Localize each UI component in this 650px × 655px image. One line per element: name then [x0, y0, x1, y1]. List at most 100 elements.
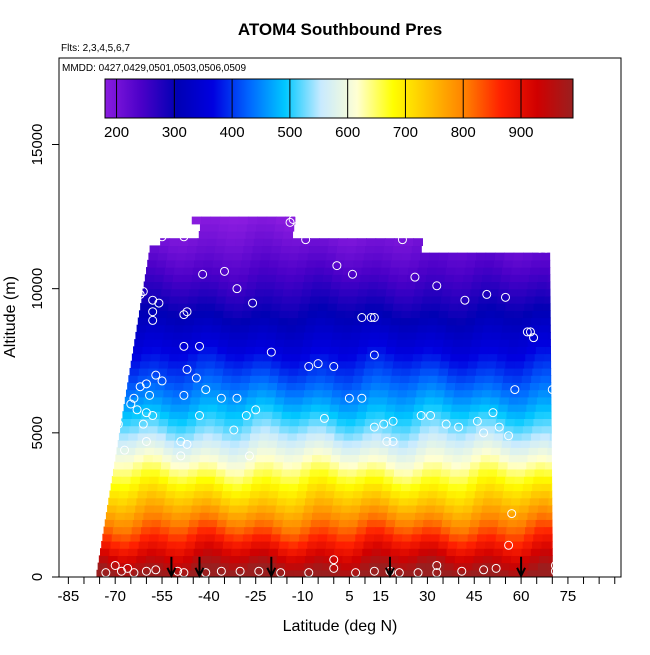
curtain-cell — [334, 432, 345, 441]
curtain-cell — [183, 382, 194, 391]
curtain-cell — [388, 331, 399, 340]
curtain-cell — [187, 245, 198, 254]
curtain-cell — [451, 461, 462, 470]
curtain-cell — [268, 490, 279, 499]
observation-point — [126, 275, 136, 285]
curtain-cell — [224, 303, 235, 311]
profile-arrow-head — [194, 567, 205, 579]
curtain-cell — [129, 367, 140, 376]
curtain-cell — [270, 310, 281, 319]
curtain-cell — [245, 288, 256, 297]
curtain-cell — [191, 389, 202, 398]
curtain-cell — [405, 281, 416, 290]
curtain-cell — [143, 281, 154, 290]
curtain-cell — [320, 461, 331, 470]
curtain-cell — [220, 267, 231, 275]
curtain-cell — [122, 468, 133, 477]
curtain-cell — [505, 418, 516, 427]
curtain-cell — [143, 396, 154, 405]
curtain-cell — [426, 324, 437, 333]
curtain-cell — [291, 238, 302, 247]
observation-point — [141, 379, 151, 389]
curtain-cell — [237, 396, 248, 405]
curtain-cell — [378, 389, 389, 398]
curtain-cell — [235, 238, 246, 247]
curtain-cell — [138, 540, 149, 549]
curtain-cell — [334, 259, 345, 268]
curtain-cell — [259, 432, 270, 441]
curtain-cell — [130, 360, 141, 369]
curtain-cell — [282, 461, 293, 470]
curtain-cell — [208, 231, 219, 239]
observation-point — [488, 408, 498, 418]
curtain-cell — [147, 317, 158, 326]
curtain-cell — [216, 468, 226, 477]
curtain-cell — [516, 519, 527, 528]
observation-point — [344, 393, 354, 403]
curtain-cell — [195, 425, 205, 434]
curtain-cell — [233, 418, 244, 427]
curtain-cell — [495, 533, 506, 542]
curtain-cell — [279, 310, 290, 319]
curtain-cell — [229, 389, 239, 398]
curtain-cell — [284, 281, 295, 290]
curtain-cell — [176, 425, 187, 434]
curtain-cell — [464, 497, 475, 506]
curtain-cell — [267, 497, 278, 506]
curtain-cell — [149, 476, 160, 484]
curtain-cell — [521, 317, 532, 326]
curtain-cell — [450, 468, 461, 477]
curtain-cell — [268, 317, 279, 326]
curtain-cell — [532, 540, 543, 549]
curtain-cell — [499, 281, 510, 290]
curtain-cell — [335, 425, 346, 434]
curtain-cell — [403, 411, 414, 420]
curtain-cell — [328, 238, 339, 247]
curtain-cell — [293, 569, 304, 577]
curtain-cell — [171, 512, 182, 520]
curtain-cell — [331, 504, 342, 513]
observation-point — [426, 411, 436, 421]
curtain-cell — [384, 238, 395, 247]
curtain-cell — [470, 288, 481, 297]
colorbar-tick-label: 200 — [104, 124, 129, 141]
curtain-cell — [402, 360, 413, 369]
curtain-cell — [218, 396, 229, 405]
curtain-cell — [354, 425, 365, 434]
curtain-cell — [401, 425, 412, 434]
curtain-cell — [483, 382, 494, 391]
curtain-cell — [217, 461, 228, 470]
curtain-cell — [218, 454, 229, 463]
curtain-cell — [361, 324, 372, 333]
curtain-cell — [525, 295, 536, 304]
curtain-cell — [487, 295, 498, 304]
curtain-cell — [301, 461, 312, 470]
curtain-cell — [461, 396, 472, 405]
curtain-cell — [423, 288, 434, 297]
curtain-cell — [519, 504, 530, 513]
curtain-cell — [371, 375, 382, 383]
curtain-cell — [121, 533, 132, 542]
curtain-cell — [505, 303, 516, 311]
curtain-cell — [274, 569, 285, 577]
curtain-cell — [344, 483, 355, 492]
x-axis: -85 -70 -55 -40 -25 -10 5 15 30 45 60 75 — [58, 577, 616, 605]
curtain-cell — [209, 223, 220, 232]
curtain-cell — [368, 339, 379, 347]
curtain-cell — [307, 310, 318, 319]
curtain-cell — [437, 432, 448, 441]
curtain-cell — [267, 382, 278, 391]
curtain-cell — [191, 331, 202, 340]
curtain-cell — [549, 375, 552, 383]
curtain-cell — [471, 512, 482, 520]
curtain-cell — [425, 389, 436, 398]
curtain-cell — [446, 432, 457, 441]
curtain-cell — [341, 389, 352, 398]
curtain-cell — [259, 317, 270, 326]
curtain-cell — [251, 310, 262, 319]
curtain-cell — [396, 454, 407, 463]
curtain-cell — [383, 245, 394, 254]
curtain-cell — [534, 468, 545, 477]
y-tick-label: 5000 — [29, 416, 46, 449]
curtain-cell — [128, 548, 139, 556]
